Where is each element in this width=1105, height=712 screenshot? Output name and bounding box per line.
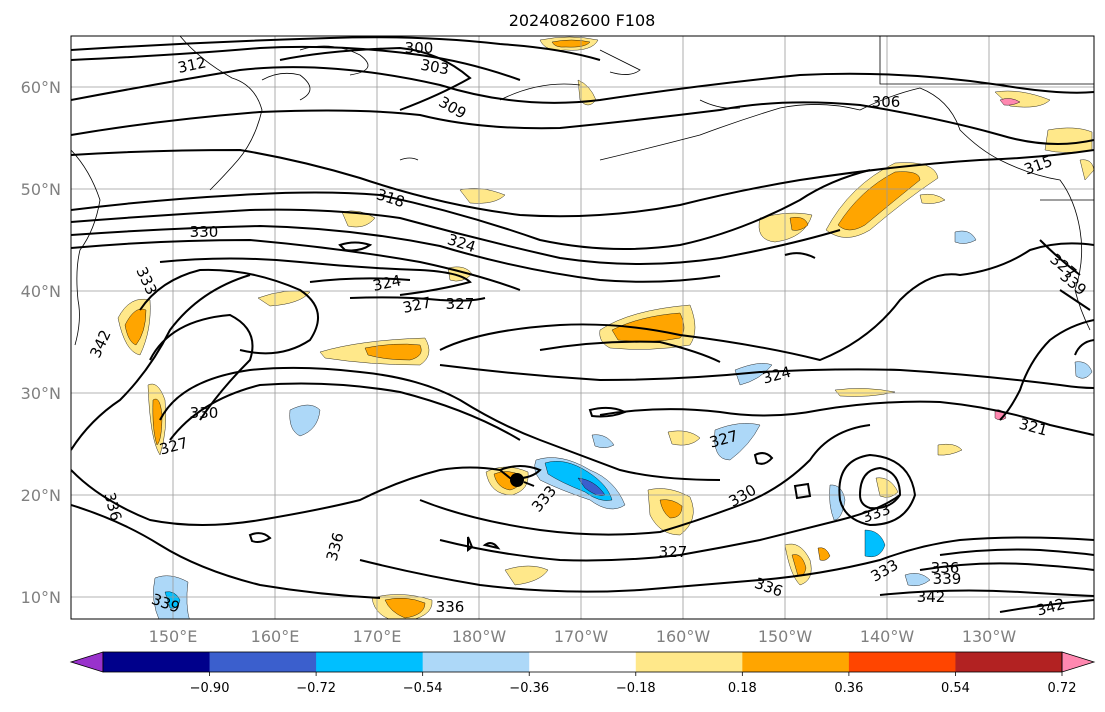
lat-label: 50°N — [21, 180, 61, 199]
colorbar-swatch — [635, 652, 743, 672]
height-contours — [71, 36, 1094, 613]
contour-label: 312 — [176, 53, 208, 77]
map-area: 300 303 306 309 312 315 318 321 324 324 … — [71, 36, 1094, 619]
lon-label: 150°W — [758, 627, 813, 646]
colorbar-swatch — [955, 652, 1063, 672]
storm-center-marker — [510, 473, 524, 487]
map-title: 2024082600 F108 — [509, 11, 656, 30]
contour-label: 330 — [190, 223, 219, 241]
lon-label: 170°E — [353, 627, 402, 646]
contour-label: 336 — [436, 598, 465, 616]
latitude-labels: 60°N 50°N 40°N 30°N 20°N 10°N — [21, 78, 61, 607]
lon-label: 130°W — [962, 627, 1017, 646]
colorbar-tick-label: −0.72 — [296, 681, 336, 696]
lon-label: 180°W — [452, 627, 507, 646]
colorbar: −0.90 −0.72 −0.54 −0.36 −0.18 0.18 0.36 0.54 0.7… — [69, 651, 1096, 696]
colorbar-swatch — [209, 652, 317, 672]
colorbar-extend-high — [1061, 651, 1096, 673]
colorbar-tick-label: 0.18 — [728, 681, 757, 696]
contour-label: 327 — [401, 293, 433, 317]
longitude-labels: 150°E 160°E 170°E 180°W 170°W 160°W 150°… — [149, 627, 1017, 646]
colorbar-frame — [102, 651, 1063, 673]
contour-label: 327 — [659, 543, 688, 561]
colorbar-swatch — [422, 652, 530, 672]
lat-label: 20°N — [21, 486, 61, 505]
contour-label: 303 — [419, 56, 450, 79]
lat-label: 40°N — [21, 282, 61, 301]
contour-label: 306 — [872, 93, 901, 111]
contour-label: 327 — [446, 295, 475, 313]
colorbar-swatch — [316, 652, 424, 672]
lat-label: 10°N — [21, 588, 61, 607]
lat-lon-grid — [71, 36, 1094, 619]
lat-label: 30°N — [21, 384, 61, 403]
colorbar-swatch — [103, 652, 211, 672]
lon-label: 150°E — [149, 627, 198, 646]
contour-label: 336 — [931, 559, 960, 577]
lon-label: 160°W — [656, 627, 711, 646]
lat-label: 60°N — [21, 78, 61, 97]
map-frame — [70, 35, 1095, 620]
shaded-anomalies — [117, 36, 1094, 619]
storm-track-tail — [523, 481, 535, 487]
colorbar-tick-label: −0.18 — [616, 681, 656, 696]
colorbar-tick-label: 0.72 — [1048, 681, 1077, 696]
colorbar-tick-label: −0.36 — [509, 681, 549, 696]
lon-label: 160°E — [251, 627, 300, 646]
contour-label: 324 — [371, 271, 403, 295]
colorbar-tick-label: −0.54 — [403, 681, 443, 696]
contour-label: 330 — [190, 404, 219, 422]
lon-label: 140°W — [860, 627, 915, 646]
colorbar-tick-label: −0.90 — [190, 681, 230, 696]
lon-label: 170°W — [554, 627, 609, 646]
contour-label: 342 — [917, 588, 946, 606]
colorbar-tick-label: 0.54 — [941, 681, 970, 696]
colorbar-extend-low — [69, 651, 104, 673]
contour-label: 339 — [933, 570, 962, 588]
colorbar-swatch — [848, 652, 956, 672]
colorbar-swatch — [529, 652, 637, 672]
colorbar-tick-label: 0.36 — [834, 681, 863, 696]
coastlines — [71, 36, 1094, 346]
contour-label: 300 — [405, 39, 434, 57]
colorbar-swatch — [742, 652, 850, 672]
